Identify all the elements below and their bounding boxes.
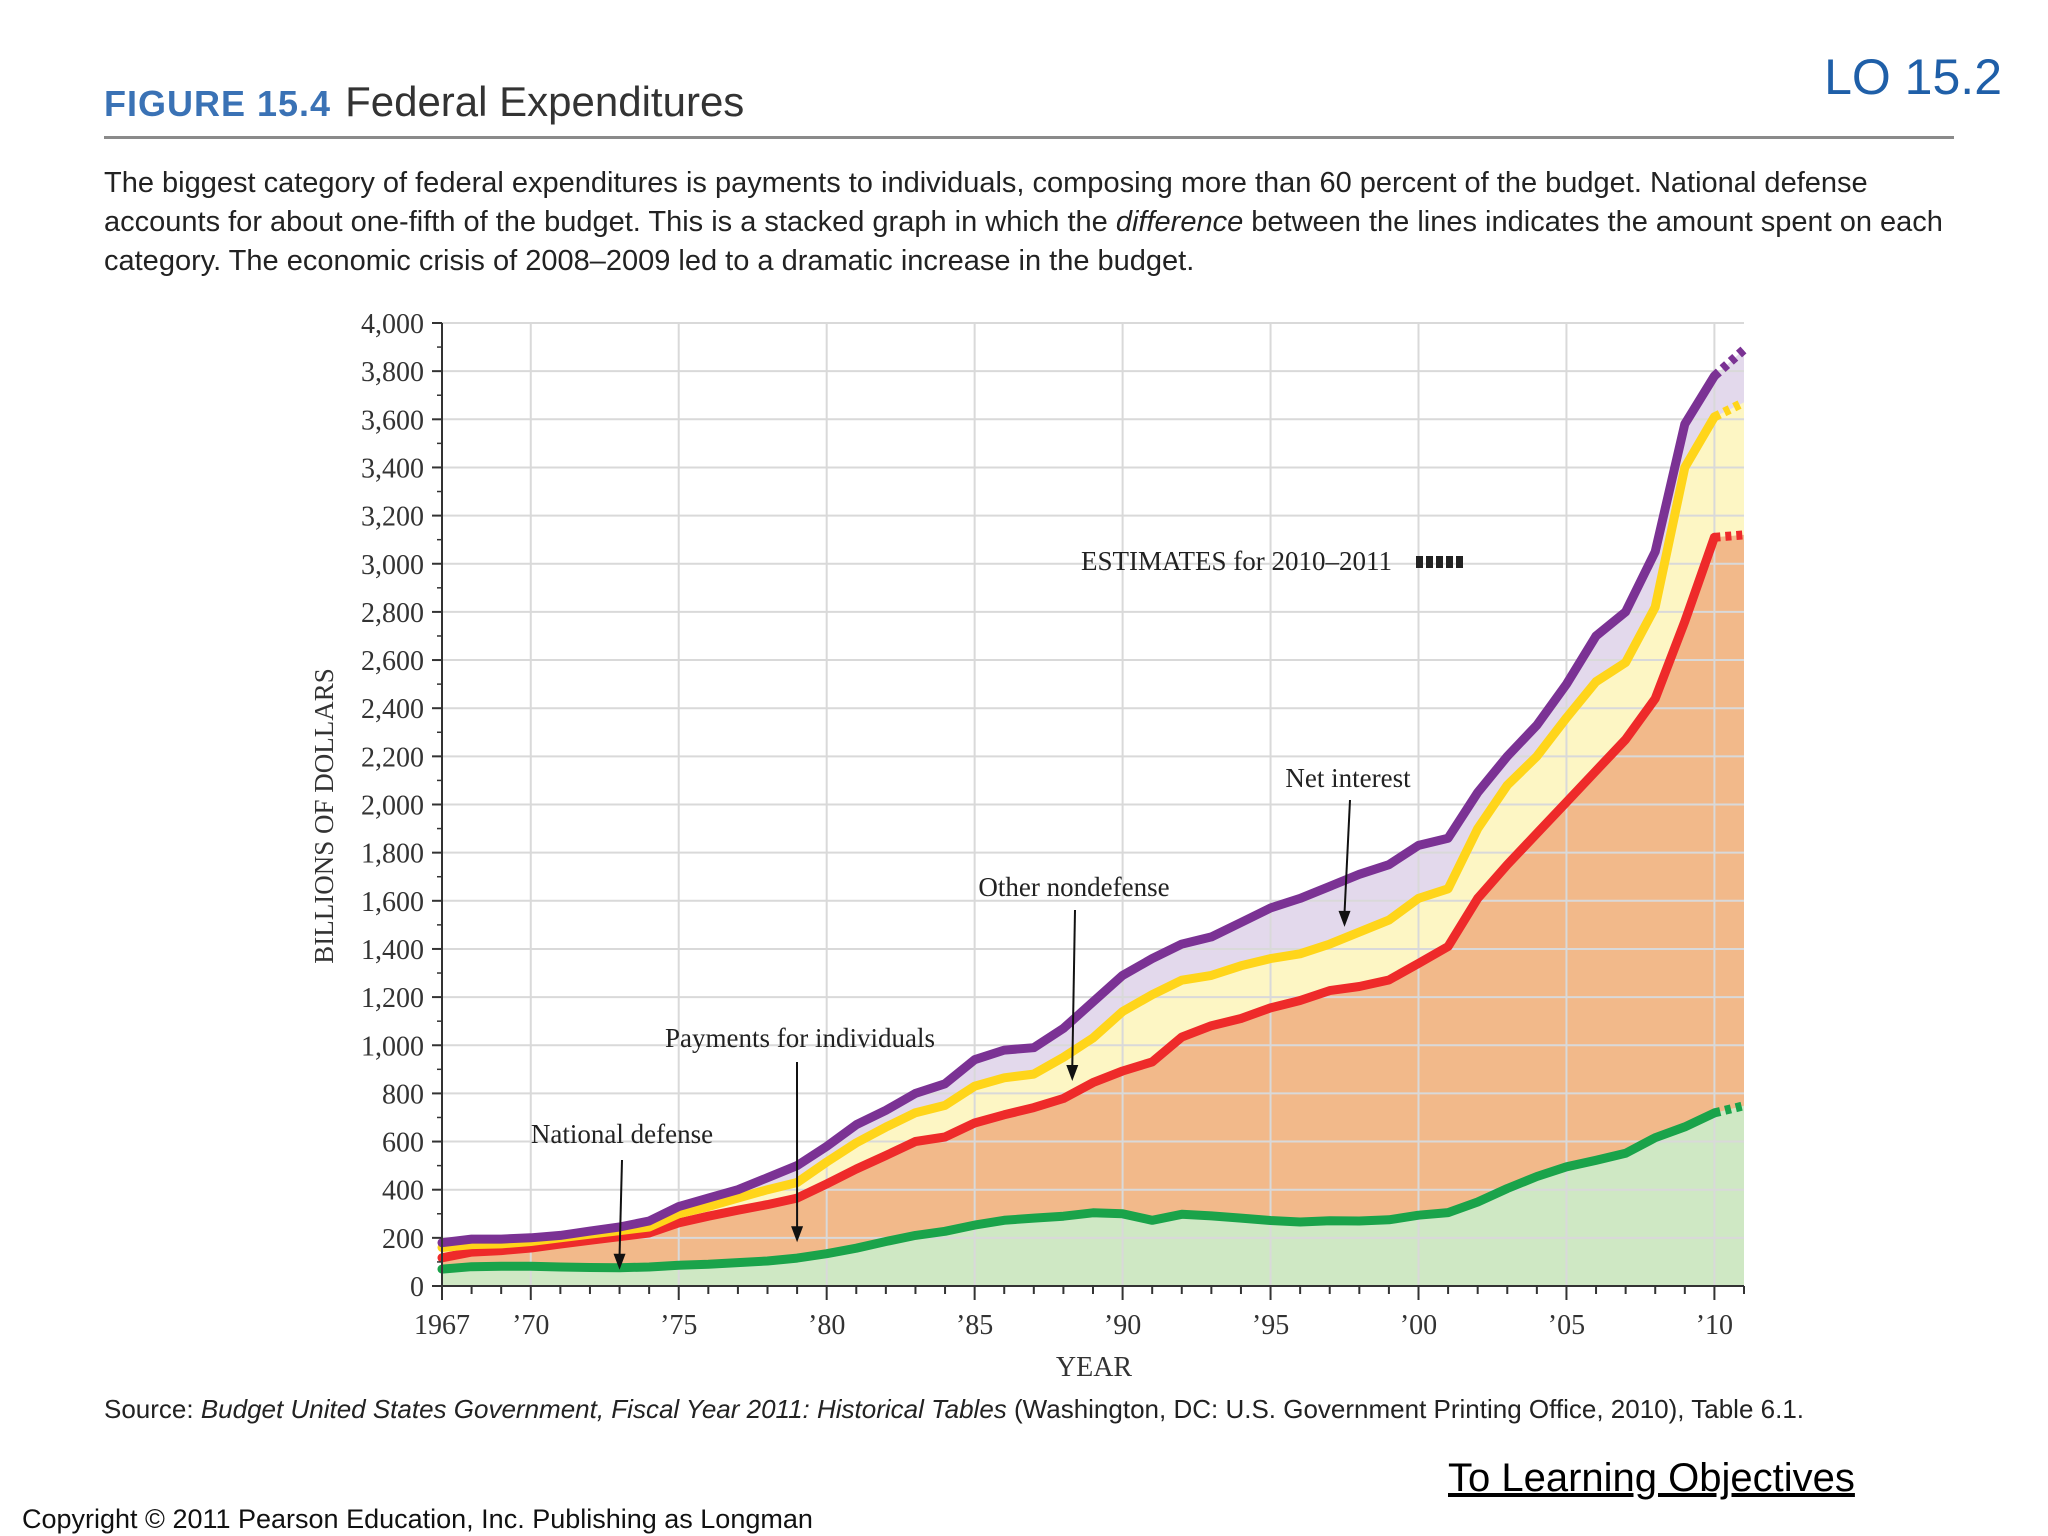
x-tick-label: ’95 [1252, 1310, 1289, 1341]
expenditures-chart: 0 200 400 600 800 1,000 1,200 1,400 1,600 1,800 2,… [309, 309, 1748, 1383]
other-nondefense-line [437, 412, 1719, 1252]
y-tick-label: 3,600 [361, 405, 424, 436]
x-tick-label: ’10 [1696, 1310, 1733, 1341]
source-title: Budget United States Government, Fiscal … [200, 1394, 1007, 1424]
y-tick-label: 2,600 [361, 646, 424, 677]
annotations: National defense Payments for individuals… [531, 763, 1411, 1270]
y-tick-label: 2,000 [361, 791, 424, 822]
annotation-arrow-head [1066, 1064, 1079, 1081]
estimate-dash-mark [1446, 556, 1453, 568]
net-interest-line [437, 371, 1719, 1248]
tick-labels: 0 200 400 600 800 1,000 1,200 1,400 1,600 1,800 2,… [361, 309, 1733, 1341]
y-tick-label: 600 [382, 1128, 424, 1159]
caption-text-2: between the lines indicates the amount s… [104, 206, 1943, 277]
x-tick-label: ’75 [660, 1310, 697, 1341]
annotation-arrow-shaft [618, 1159, 623, 1256]
payments-for-individuals-estimate-line [1714, 530, 1745, 542]
x-tick-label: ’05 [1548, 1310, 1585, 1341]
y-tick-label: 1,000 [361, 1031, 424, 1062]
y-tick-label: 200 [382, 1224, 424, 1255]
lo-tag: LO 15.2 [1824, 49, 2002, 105]
source-note: Source: Budget United States Government,… [104, 1394, 1964, 1425]
figure-number: FIGURE 15.4 [104, 83, 332, 124]
figure-name: Federal Expenditures [345, 78, 745, 125]
y-tick-label: 3,800 [361, 357, 424, 388]
learning-objectives-link[interactable]: To Learning Objectives [1448, 1456, 1855, 1500]
annotation-label: National defense [531, 1119, 713, 1149]
axes [432, 322, 1745, 1300]
y-tick-label: 2,400 [361, 694, 424, 725]
national-defense-estimate-line [1713, 1101, 1746, 1118]
y-tick-label: 2,200 [361, 742, 424, 773]
annotation-arrow-shaft [1071, 909, 1076, 1067]
y-tick-label: 800 [382, 1079, 424, 1110]
annotation-label: Payments for individuals [665, 1023, 935, 1053]
source-label: Source: [104, 1394, 201, 1424]
x-tick-label: ’70 [512, 1310, 549, 1341]
x-tick-label: ’00 [1400, 1310, 1437, 1341]
y-tick-label: 3,200 [361, 502, 424, 533]
y-tick-label: 0 [410, 1272, 424, 1303]
estimate-dash-mark [1456, 556, 1463, 568]
annotation-arrow-shaft [1343, 799, 1351, 913]
national-defense-line [437, 1108, 1719, 1274]
source-details: (Washington, DC: U.S. Government Printin… [1006, 1394, 1805, 1424]
y-axis-title: BILLIONS OF DOLLARS [309, 668, 339, 964]
annotation-arrow-head [613, 1253, 626, 1270]
y-tick-label: 3,400 [361, 453, 424, 484]
y-tick-label: 400 [382, 1176, 424, 1207]
annotation-label: Other nondefense [978, 872, 1169, 902]
estimate-dash-mark [1436, 556, 1443, 568]
x-tick-label: ’90 [1104, 1310, 1141, 1341]
x-tick-label: ’80 [808, 1310, 845, 1341]
estimates-label: ESTIMATES for 2010–2011 [1081, 546, 1392, 576]
x-axis-title: YEAR [1056, 1352, 1133, 1383]
estimate-dash-mark [1426, 556, 1433, 568]
estimate-dash-mark [1416, 556, 1423, 568]
annotation-arrow-head [1338, 910, 1351, 927]
x-tick-label: 1967 [414, 1310, 470, 1341]
y-tick-label: 4,000 [361, 309, 424, 340]
y-tick-label: 1,600 [361, 887, 424, 918]
y-tick-label: 1,800 [361, 839, 424, 870]
y-tick-label: 1,400 [361, 935, 424, 966]
other-nondefense-estimate-line [1712, 398, 1746, 421]
gridlines [442, 322, 1744, 1286]
title-divider [104, 136, 1954, 139]
y-tick-label: 1,200 [361, 983, 424, 1014]
series-lines [437, 346, 1748, 1274]
x-tick-label: ’85 [956, 1310, 993, 1341]
annotation-arrow-head [791, 1226, 804, 1243]
figure-title: FIGURE 15.4 Federal Expenditures [104, 78, 744, 126]
y-tick-label: 2,800 [361, 598, 424, 629]
payments-for-individuals-line [437, 532, 1719, 1263]
copyright-notice: Copyright © 2011 Pearson Education, Inc.… [22, 1504, 813, 1534]
annotation-label: Net interest [1285, 763, 1411, 793]
estimates-legend: ESTIMATES for 2010–2011 [1081, 546, 1463, 576]
y-tick-label: 3,000 [361, 550, 424, 581]
caption-text-1: The biggest category of federal expendit… [104, 167, 1868, 238]
net-interest-estimate-line [1711, 346, 1748, 380]
caption-emphasis: difference [1115, 206, 1244, 238]
figure-caption: The biggest category of federal expendit… [104, 164, 1964, 281]
